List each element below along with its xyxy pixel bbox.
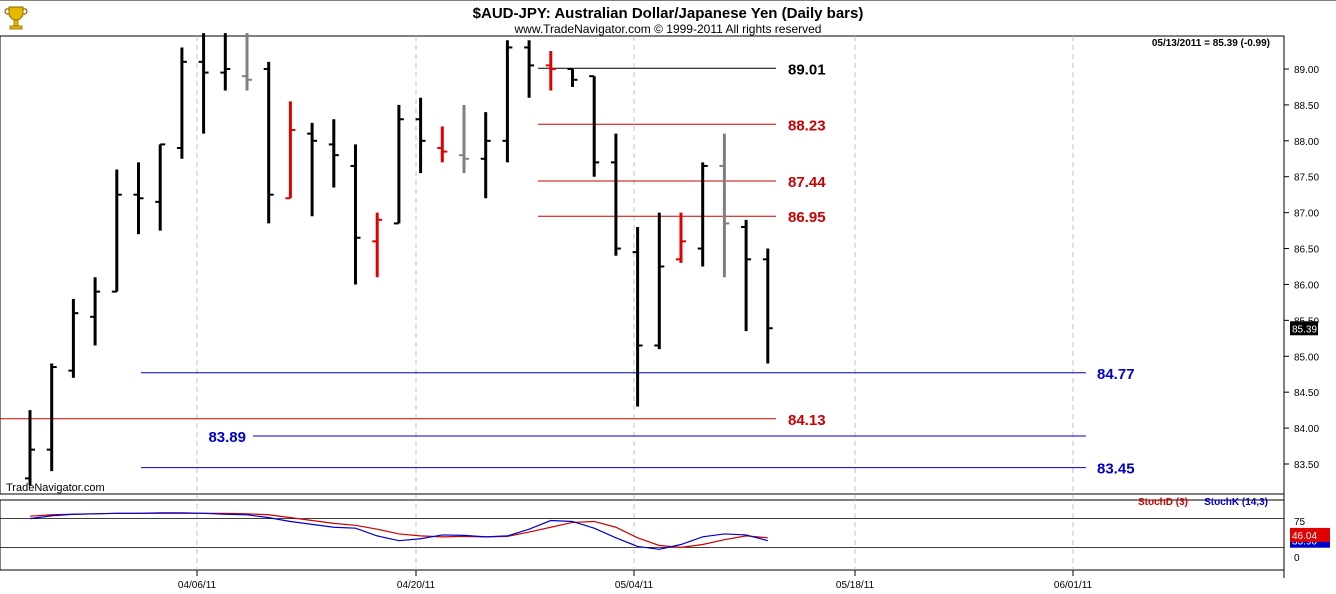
- y-tick-label: 84.50: [1294, 388, 1319, 399]
- stochd-legend: StochD (3): [1138, 497, 1188, 508]
- stochd-badge-label: 46.04: [1292, 531, 1317, 542]
- x-tick-label: 05/04/11: [615, 580, 654, 591]
- level-label: 83.89: [208, 429, 246, 446]
- axes: 04/06/11 04/20/11 05/04/11 05/18/11 06/01/11…: [178, 65, 1330, 591]
- x-tick-label: 05/18/11: [836, 580, 875, 591]
- ohlc-bars: [25, 33, 773, 486]
- grid: [196, 36, 1074, 570]
- stochk-legend: StochK (14,3): [1204, 497, 1268, 508]
- y-tick-label: 88.00: [1294, 137, 1319, 148]
- level-label: 86.95: [788, 209, 826, 226]
- y-tick-label: 86.50: [1294, 245, 1319, 256]
- last-price-badge: [1290, 321, 1318, 336]
- x-tick-label: 06/01/11: [1054, 580, 1093, 591]
- x-tick-label: 04/06/11: [178, 580, 217, 591]
- copyright-notice: www.TradeNavigator.com © 1999-2011 All r…: [514, 22, 822, 36]
- chart-title: $AUD-JPY: Australian Dollar/Japanese Yen…: [473, 5, 864, 22]
- level-label: 88.23: [788, 117, 826, 134]
- y-tick-label: 87.00: [1294, 209, 1319, 220]
- y-tick-label: 86.00: [1294, 280, 1319, 291]
- stochastic-lines: [0, 512, 1284, 550]
- y-tick-label: 88.50: [1294, 101, 1319, 112]
- level-label: 89.01: [788, 61, 826, 78]
- trophy-icon: [4, 6, 28, 30]
- y-tick-label: 85.00: [1294, 352, 1319, 363]
- watermark: TradeNavigator.com: [6, 482, 105, 494]
- level-label: 83.45: [1097, 461, 1135, 478]
- stochastic-panel: [0, 499, 1285, 571]
- stochastic-y-tick-label: 75: [1294, 517, 1306, 528]
- stochd-badge: [1290, 527, 1330, 542]
- y-tick-label: 83.50: [1294, 460, 1319, 471]
- level-label: 84.13: [788, 412, 826, 429]
- stochk-badge-label: 33.90: [1292, 537, 1317, 548]
- stochk-line: [29, 512, 768, 550]
- last-price-readout: 05/13/2011 = 85.39 (-0.99): [1152, 38, 1270, 49]
- y-tick-label: 89.00: [1294, 65, 1319, 76]
- price-panel: [0, 35, 1285, 495]
- stochastic-y-tick-label: 0: [1294, 553, 1300, 564]
- level-label: 87.44: [788, 174, 826, 191]
- last-price-badge-label: 85.39: [1292, 324, 1317, 335]
- y-tick-label: 87.50: [1294, 173, 1319, 184]
- x-tick-label: 04/20/11: [397, 580, 436, 591]
- support-resistance-levels: 89.01 88.23 87.44 86.95 84.77 84.13 83.89 83.45: [0, 61, 1135, 478]
- level-label: 84.77: [1097, 366, 1135, 383]
- y-tick-label: 84.00: [1294, 424, 1319, 435]
